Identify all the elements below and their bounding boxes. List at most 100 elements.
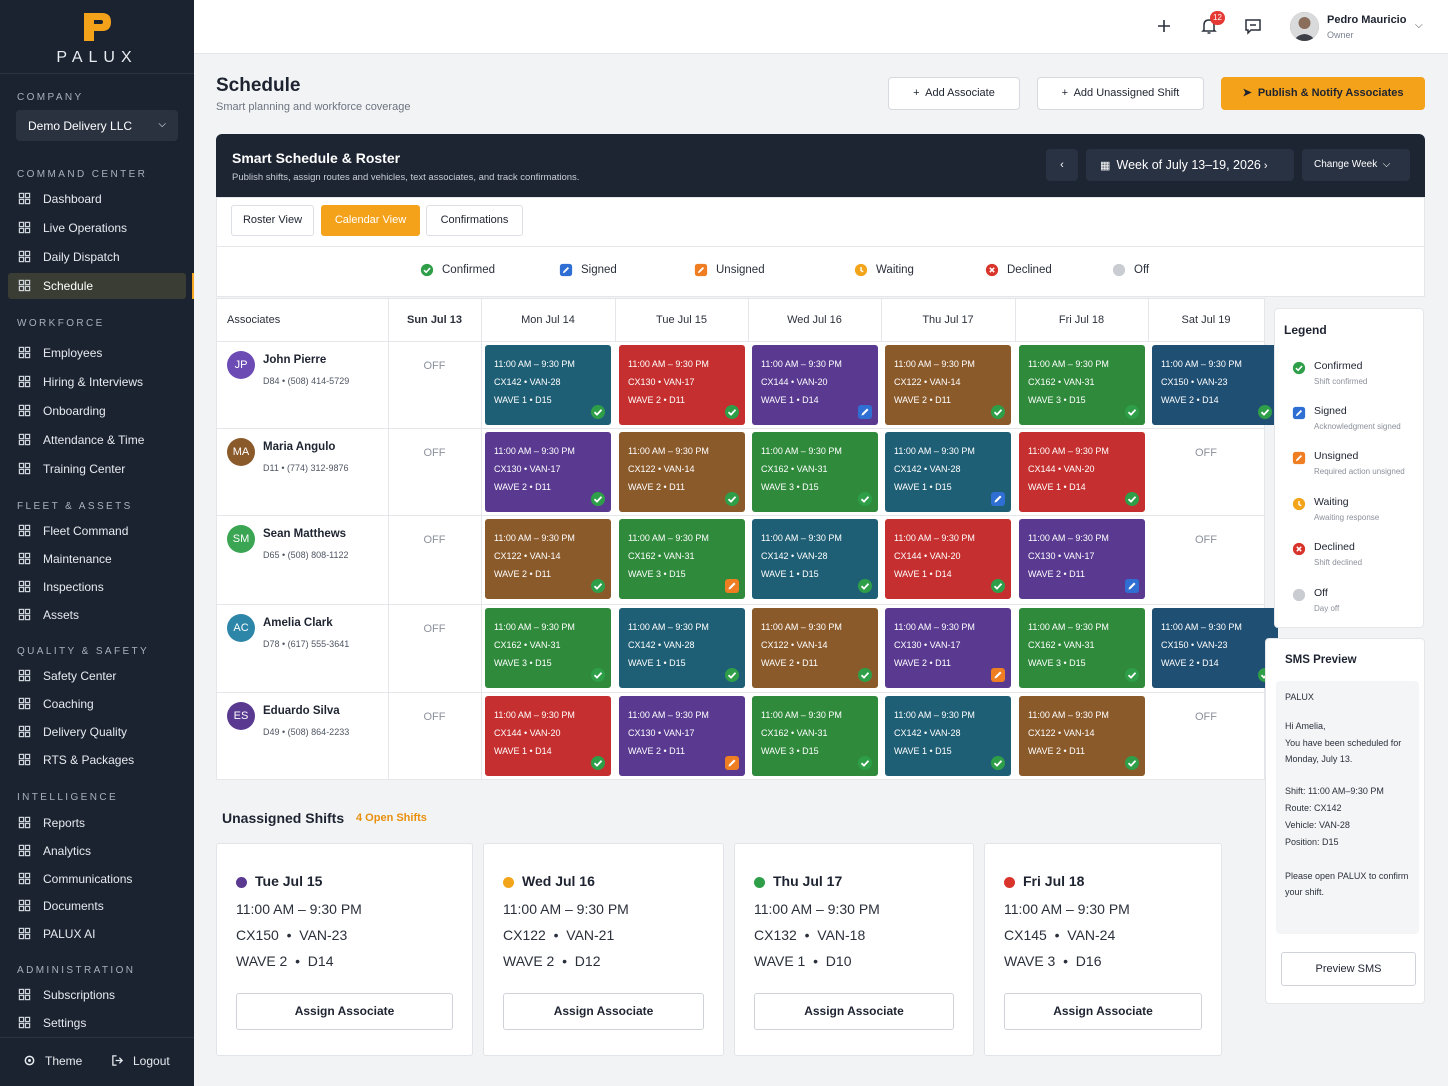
shift-card[interactable]: 11:00 AM – 9:30 PM CX162 • VAN-31 WAVE 3 •…	[752, 432, 878, 512]
day-header[interactable]: Mon Jul 14	[521, 314, 575, 326]
off-cell[interactable]: OFF	[423, 711, 446, 723]
shift-card[interactable]: 11:00 AM – 9:30 PM CX162 • VAN-31 WAVE 3 •…	[752, 696, 878, 776]
message-icon[interactable]	[1243, 16, 1263, 36]
shift-card[interactable]: 11:00 AM – 9:30 PM CX122 • VAN-14 WAVE 2 •…	[885, 345, 1011, 425]
assign-associate-button[interactable]: Assign Associate	[236, 993, 453, 1030]
off-cell[interactable]: OFF	[1195, 711, 1217, 723]
assign-associate-button[interactable]: Assign Associate	[503, 993, 704, 1030]
user-name[interactable]: Pedro Mauricio	[1327, 14, 1407, 26]
off-cell[interactable]: OFF	[423, 360, 446, 372]
sidebar-item-hiring-and-interviews[interactable]: Hiring & Interviews	[8, 369, 186, 395]
shift-card[interactable]: 11:00 AM – 9:30 PM CX162 • VAN-31 WAVE 3 •…	[1019, 608, 1145, 688]
day-header[interactable]: Wed Jul 16	[787, 314, 842, 326]
shift-card[interactable]: 11:00 AM – 9:30 PM CX130 • VAN-17 WAVE 2 •…	[619, 345, 745, 425]
associate-name[interactable]: Sean Matthews	[263, 528, 347, 540]
company-select[interactable]: Demo Delivery LLC ⌵	[16, 110, 178, 141]
shift-card[interactable]: 11:00 AM – 9:30 PM CX130 • VAN-17 WAVE 2 •…	[885, 608, 1011, 688]
status-filter-signed[interactable]: Signed	[559, 263, 617, 277]
add-associate-button[interactable]: + Add Associate	[888, 77, 1020, 110]
associate-name[interactable]: Amelia Clark	[263, 617, 333, 629]
sidebar-item-communications[interactable]: Communications	[8, 866, 186, 892]
shift-card[interactable]: 11:00 AM – 9:30 PM CX162 • VAN-31 WAVE 3 •…	[1019, 345, 1145, 425]
shift-card[interactable]: 11:00 AM – 9:30 PM CX162 • VAN-31 WAVE 3 •…	[619, 519, 745, 599]
sidebar-item-daily-dispatch[interactable]: Daily Dispatch	[8, 244, 186, 270]
sidebar-item-onboarding[interactable]: Onboarding	[8, 398, 186, 424]
shift-card[interactable]: 11:00 AM – 9:30 PM CX144 • VAN-20 WAVE 1 •…	[752, 345, 878, 425]
off-cell[interactable]: OFF	[423, 623, 446, 635]
shift-card[interactable]: 11:00 AM – 9:30 PM CX122 • VAN-14 WAVE 2 •…	[619, 432, 745, 512]
sidebar-item-documents[interactable]: Documents	[8, 893, 186, 919]
sidebar-item-analytics[interactable]: Analytics	[8, 838, 186, 864]
sidebar-item-dashboard[interactable]: Dashboard	[8, 186, 186, 212]
day-header[interactable]: Thu Jul 17	[922, 314, 974, 326]
associate-avatar[interactable]: AC	[227, 614, 255, 642]
associate-name[interactable]: Maria Angulo	[263, 441, 336, 453]
shift-card[interactable]: 11:00 AM – 9:30 PM CX130 • VAN-17 WAVE 2 •…	[1019, 519, 1145, 599]
sidebar-item-inspections[interactable]: Inspections	[8, 574, 186, 600]
sidebar-item-fleet-command[interactable]: Fleet Command	[8, 518, 186, 544]
shift-card[interactable]: 11:00 AM – 9:30 PM CX142 • VAN-28 WAVE 1 •…	[485, 345, 611, 425]
sidebar-item-palux-ai[interactable]: PALUX AI	[8, 921, 186, 947]
sidebar-item-reports[interactable]: Reports	[8, 810, 186, 836]
associate-avatar[interactable]: JP	[227, 351, 255, 379]
shift-card[interactable]: 11:00 AM – 9:30 PM CX130 • VAN-17 WAVE 2 •…	[485, 432, 611, 512]
sidebar-item-maintenance[interactable]: Maintenance	[8, 546, 186, 572]
sidebar-item-delivery-quality[interactable]: Delivery Quality	[8, 719, 186, 745]
publish-notify-button[interactable]: ➤ Publish & Notify Associates	[1221, 77, 1425, 110]
tab-confirmations[interactable]: Confirmations	[426, 205, 523, 236]
sidebar-item-live-operations[interactable]: Live Operations	[8, 215, 186, 241]
shift-card[interactable]: 11:00 AM – 9:30 PM CX142 • VAN-28 WAVE 1 •…	[885, 696, 1011, 776]
off-cell[interactable]: OFF	[1195, 534, 1217, 546]
sidebar-item-schedule[interactable]: Schedule	[8, 273, 194, 299]
theme-button[interactable]: Theme	[23, 1054, 82, 1068]
sidebar-item-training-center[interactable]: Training Center	[8, 456, 186, 482]
associate-name[interactable]: John Pierre	[263, 354, 327, 366]
tab-calendar-view[interactable]: Calendar View	[321, 205, 420, 236]
shift-card[interactable]: 11:00 AM – 9:30 PM CX142 • VAN-28 WAVE 1 •…	[885, 432, 1011, 512]
shift-card[interactable]: 11:00 AM – 9:30 PM CX144 • VAN-20 WAVE 1 •…	[885, 519, 1011, 599]
day-header[interactable]: Sat Jul 19	[1181, 314, 1231, 326]
user-avatar[interactable]	[1290, 12, 1319, 41]
associate-avatar[interactable]: ES	[227, 702, 255, 730]
status-filter-unsigned[interactable]: Unsigned	[694, 263, 765, 277]
change-week-button[interactable]: Change Week ⌵	[1302, 149, 1410, 181]
sidebar-item-settings[interactable]: Settings	[8, 1010, 186, 1036]
prev-week-button[interactable]: ‹	[1046, 149, 1078, 181]
sidebar-item-rts-and-packages[interactable]: RTS & Packages	[8, 747, 186, 773]
sidebar-item-attendance-and-time[interactable]: Attendance & Time	[8, 427, 186, 453]
add-unassigned-shift-button[interactable]: + Add Unassigned Shift	[1037, 77, 1204, 110]
tab-roster-view[interactable]: Roster View	[231, 205, 314, 236]
shift-card[interactable]: 11:00 AM – 9:30 PM CX144 • VAN-20 WAVE 1 •…	[1019, 432, 1145, 512]
assign-associate-button[interactable]: Assign Associate	[754, 993, 954, 1030]
status-filter-confirmed[interactable]: Confirmed	[420, 263, 495, 277]
shift-card[interactable]: 11:00 AM – 9:30 PM CX150 • VAN-23 WAVE 2 •…	[1152, 345, 1278, 425]
off-cell[interactable]: OFF	[1195, 447, 1217, 459]
shift-card[interactable]: 11:00 AM – 9:30 PM CX142 • VAN-28 WAVE 1 •…	[752, 519, 878, 599]
shift-card[interactable]: 11:00 AM – 9:30 PM CX144 • VAN-20 WAVE 1 •…	[485, 696, 611, 776]
plus-icon[interactable]	[1154, 16, 1174, 36]
week-selector[interactable]: ▦ Week of July 13–19, 2026 ›	[1086, 149, 1294, 181]
off-cell[interactable]: OFF	[423, 447, 446, 459]
bell-icon[interactable]	[1199, 16, 1219, 36]
shift-card[interactable]: 11:00 AM – 9:30 PM CX122 • VAN-14 WAVE 2 •…	[752, 608, 878, 688]
sidebar-item-coaching[interactable]: Coaching	[8, 691, 186, 717]
logout-button[interactable]: Logout	[111, 1054, 170, 1068]
sidebar-item-safety-center[interactable]: Safety Center	[8, 663, 186, 689]
shift-card[interactable]: 11:00 AM – 9:30 PM CX142 • VAN-28 WAVE 1 •…	[619, 608, 745, 688]
status-filter-off[interactable]: Off	[1112, 263, 1149, 277]
assign-associate-button[interactable]: Assign Associate	[1004, 993, 1202, 1030]
shift-card[interactable]: 11:00 AM – 9:30 PM CX122 • VAN-14 WAVE 2 •…	[1019, 696, 1145, 776]
associate-avatar[interactable]: SM	[227, 525, 255, 553]
off-cell[interactable]: OFF	[423, 534, 446, 546]
shift-card[interactable]: 11:00 AM – 9:30 PM CX162 • VAN-31 WAVE 3 •…	[485, 608, 611, 688]
shift-card[interactable]: 11:00 AM – 9:30 PM CX130 • VAN-17 WAVE 2 •…	[619, 696, 745, 776]
day-header[interactable]: Sun Jul 13	[406, 314, 463, 326]
day-header[interactable]: Fri Jul 18	[1058, 314, 1105, 326]
day-header[interactable]: Tue Jul 15	[656, 314, 707, 326]
status-filter-declined[interactable]: Declined	[985, 263, 1052, 277]
associate-avatar[interactable]: MA	[227, 438, 255, 466]
sidebar-item-assets[interactable]: Assets	[8, 602, 186, 628]
shift-card[interactable]: 11:00 AM – 9:30 PM CX150 • VAN-23 WAVE 2 •…	[1152, 608, 1278, 688]
status-filter-waiting[interactable]: Waiting	[854, 263, 914, 277]
sidebar-item-employees[interactable]: Employees	[8, 340, 186, 366]
